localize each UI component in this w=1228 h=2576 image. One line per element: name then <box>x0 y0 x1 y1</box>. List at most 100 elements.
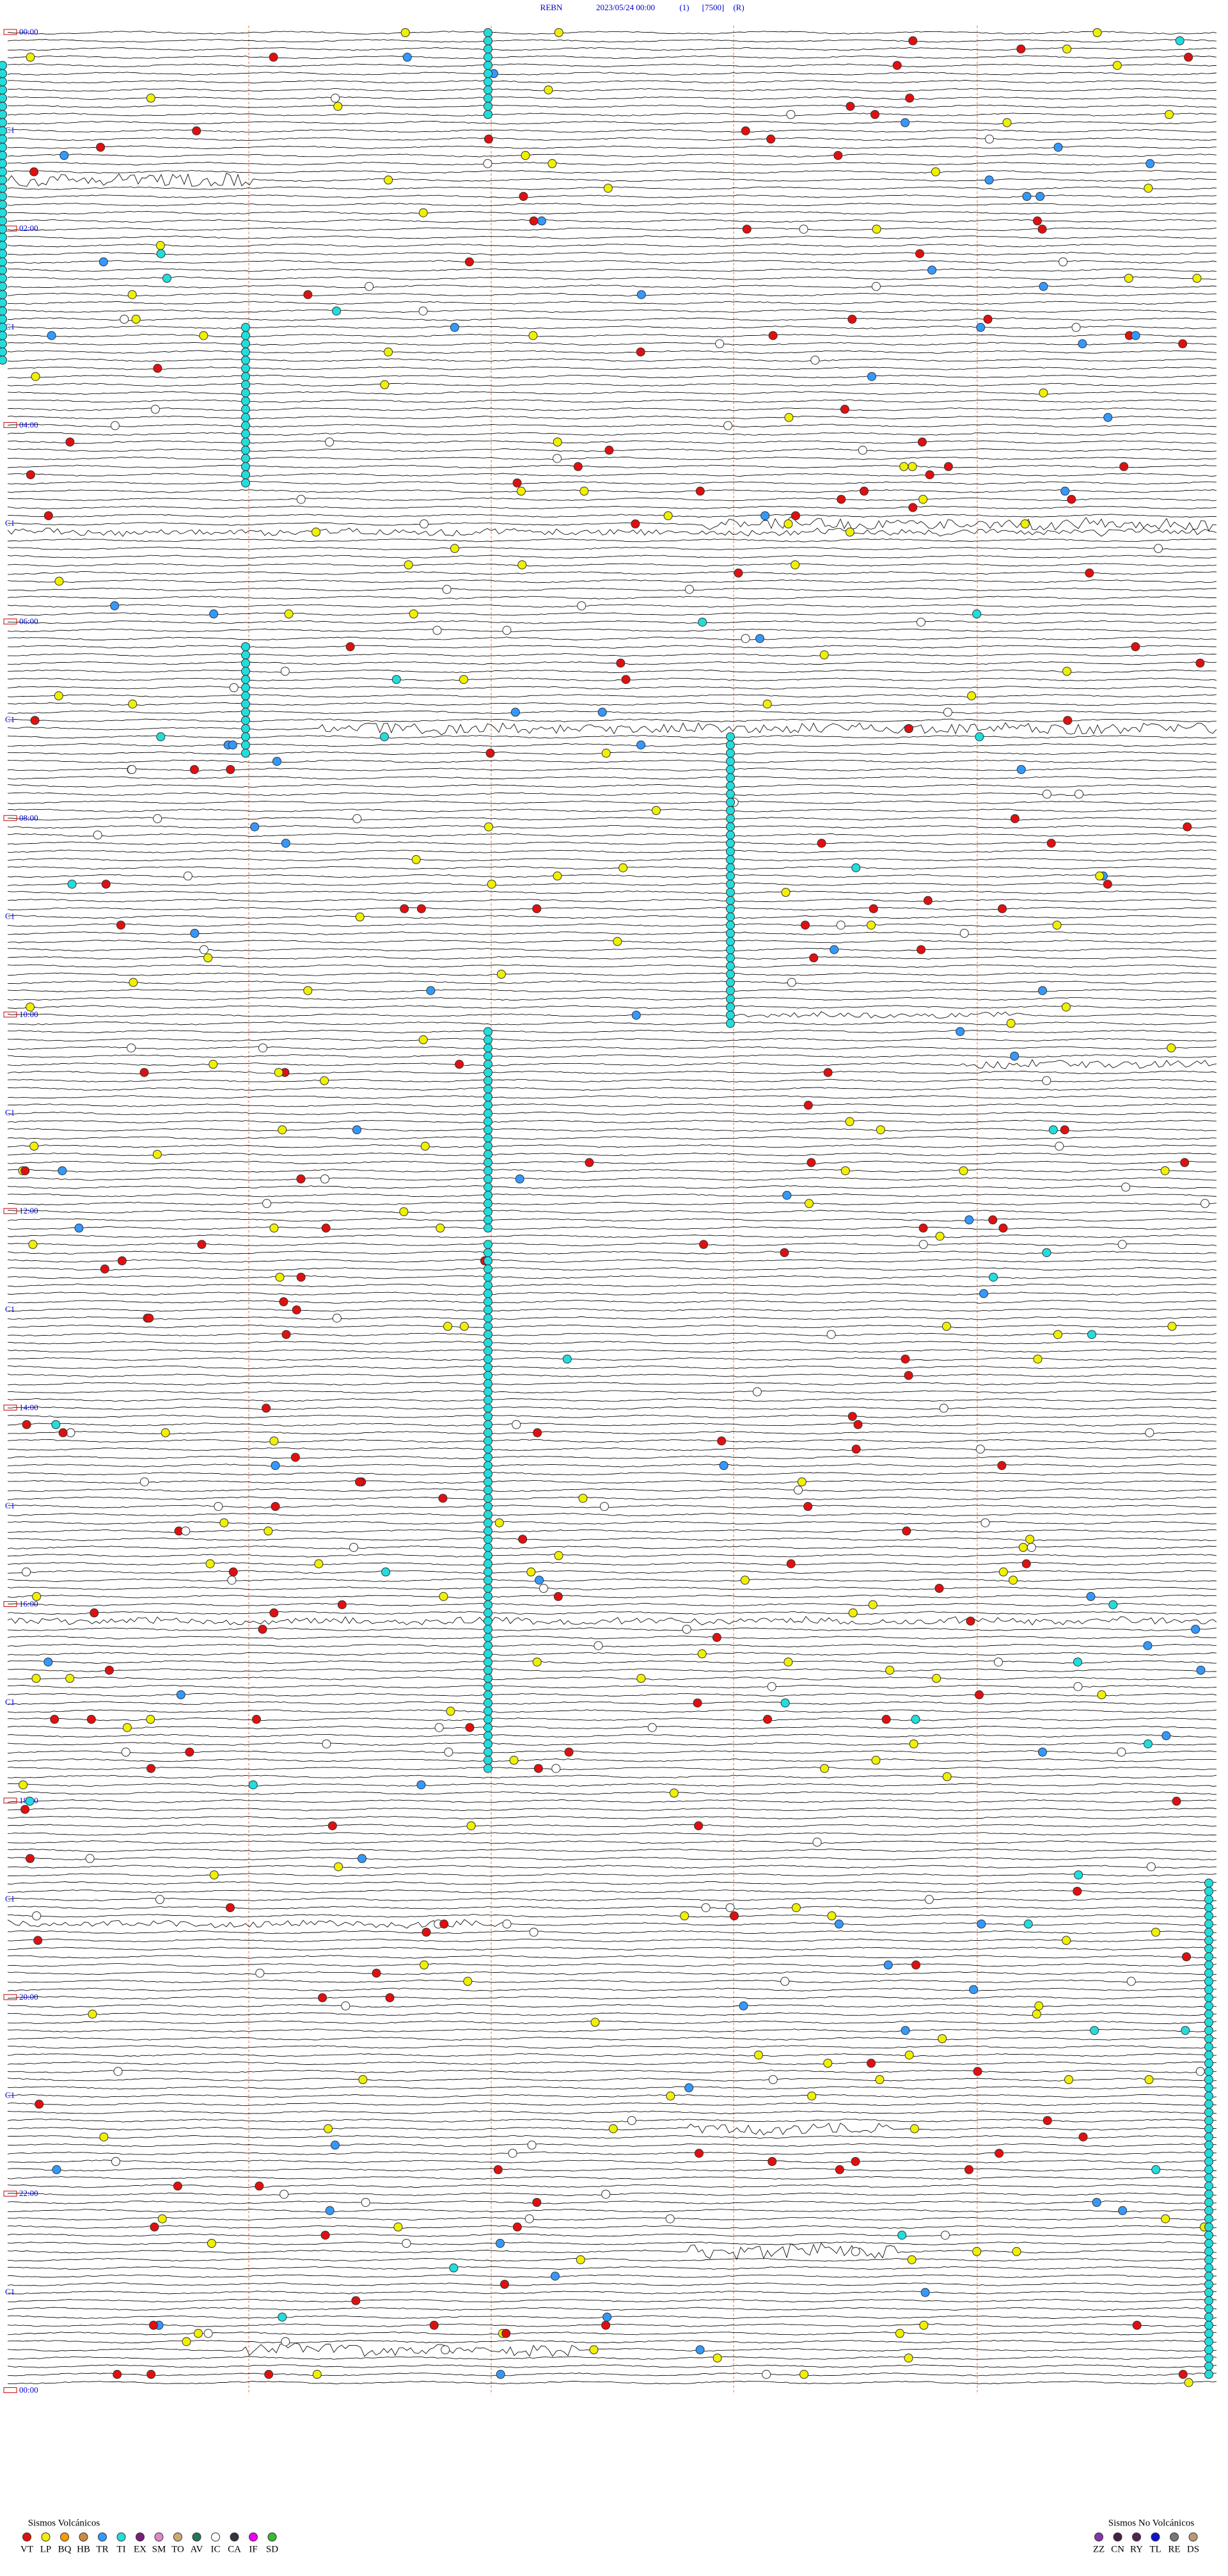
event-marker <box>228 740 237 750</box>
event-marker <box>484 77 492 86</box>
event-marker <box>1027 1543 1036 1552</box>
event-marker <box>989 1272 998 1282</box>
event-marker <box>1062 667 1072 676</box>
trace <box>7 1718 1216 1721</box>
event-marker <box>493 2165 503 2174</box>
trace <box>7 1324 1217 1329</box>
trace <box>7 2331 1217 2335</box>
event-marker <box>925 470 934 480</box>
trace <box>7 1938 1217 1943</box>
trace <box>7 473 1217 477</box>
trace <box>7 2364 1217 2368</box>
event-marker <box>400 904 409 913</box>
event-marker <box>484 93 492 103</box>
event-marker <box>532 904 542 913</box>
event-marker <box>181 1526 191 1536</box>
event-marker <box>684 585 694 594</box>
event-marker <box>203 2328 213 2338</box>
event-marker <box>416 904 426 913</box>
trace <box>7 39 1217 43</box>
channel-label: C1 <box>5 1304 15 1314</box>
event-marker <box>484 1436 492 1446</box>
event-marker <box>533 1764 543 1773</box>
event-marker <box>65 438 75 446</box>
event-marker <box>104 1666 114 1675</box>
event-marker <box>439 1592 448 1601</box>
event-marker <box>694 1821 704 1831</box>
event-marker <box>807 1158 816 1167</box>
event-marker <box>325 2206 335 2215</box>
event-marker <box>391 675 401 684</box>
trace <box>7 1668 1217 1672</box>
event-marker <box>484 1330 492 1339</box>
event-marker <box>501 2328 511 2338</box>
event-marker <box>484 1690 492 1700</box>
event-marker <box>1042 1248 1051 1258</box>
event-marker <box>993 1657 1003 1667</box>
trace <box>7 1963 1217 1967</box>
trace <box>7 1758 1217 1762</box>
event-marker <box>332 1313 342 1323</box>
event-marker <box>484 1027 492 1036</box>
traces <box>7 31 1217 2385</box>
event-marker <box>241 478 250 487</box>
event-marker <box>1078 2132 1088 2142</box>
event-marker <box>352 1125 361 1135</box>
event-marker <box>1204 2075 1213 2084</box>
trace <box>7 1709 1217 1713</box>
trace <box>7 1316 1217 1320</box>
trace <box>7 374 1216 379</box>
event-marker <box>65 1673 75 1683</box>
event-marker <box>209 1870 219 1879</box>
event-marker <box>712 1632 721 1642</box>
event-marker <box>780 1977 790 1986</box>
legend-swatch <box>173 2533 182 2541</box>
event-marker <box>484 1297 492 1306</box>
event-marker <box>484 1707 492 1716</box>
event-marker <box>1204 1936 1213 1945</box>
event-marker <box>1167 1043 1176 1053</box>
event-marker <box>897 2231 907 2240</box>
event-marker <box>484 1076 492 1086</box>
channel-label: C1 <box>5 1501 15 1510</box>
event-marker <box>902 1526 911 1536</box>
event-marker <box>553 438 562 446</box>
event-marker <box>553 1592 563 1601</box>
event-marker <box>636 1673 646 1683</box>
trace <box>7 2315 1217 2319</box>
event-marker <box>762 2369 771 2379</box>
event-marker <box>0 216 7 226</box>
event-marker <box>1006 1018 1016 1028</box>
event-marker <box>255 2181 264 2191</box>
event-marker <box>871 1755 881 1765</box>
event-marker <box>911 1960 921 1970</box>
event-marker <box>603 184 613 193</box>
event-marker <box>241 404 250 414</box>
trace <box>7 1537 1217 1542</box>
event-marker <box>1018 1543 1028 1552</box>
event-marker <box>1016 44 1026 54</box>
event-marker <box>797 1477 807 1487</box>
event-marker <box>1204 2369 1213 2379</box>
event-marker <box>292 1305 301 1315</box>
legend-code: BQ <box>58 2544 72 2554</box>
trace <box>7 2028 1217 2032</box>
trace <box>7 1561 1217 1566</box>
event-marker <box>264 1526 273 1536</box>
event-marker <box>1204 2198 1213 2207</box>
legend-swatch <box>98 2533 107 2541</box>
trace <box>7 285 1217 288</box>
event-marker <box>1061 1002 1071 1012</box>
trace <box>8 931 1216 935</box>
trace <box>7 1889 1217 1893</box>
trace <box>7 2373 1217 2376</box>
event-marker <box>484 110 492 119</box>
event-marker <box>116 921 125 930</box>
event-marker <box>680 1911 689 1920</box>
event-marker <box>484 1714 492 1724</box>
event-marker <box>515 1174 524 1183</box>
event-marker <box>726 936 735 946</box>
event-marker <box>436 1223 445 1233</box>
event-marker <box>418 208 428 217</box>
trace <box>7 1873 1217 1877</box>
